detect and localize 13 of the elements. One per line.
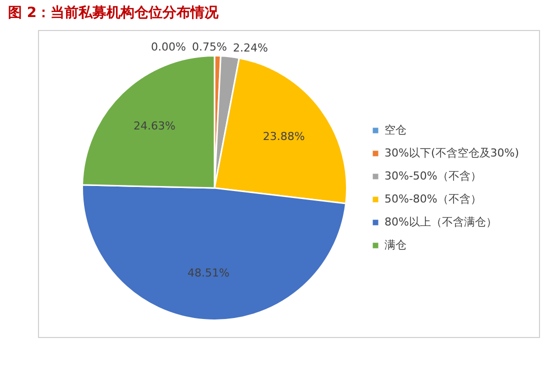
legend-label: 30%以下(不含空仓及30%)	[384, 146, 520, 160]
data-label: 24.63%	[133, 119, 176, 132]
legend-label: 30%-50%（不含）	[384, 169, 482, 182]
legend-label: 满仓	[384, 238, 407, 252]
legend-label: 80%以上（不含满仓）	[384, 215, 497, 228]
legend-label: 50%-80%（不含）	[384, 192, 482, 206]
data-label: 23.88%	[262, 130, 305, 144]
text: 0.00%	[151, 40, 186, 54]
legend-label: 空仓	[384, 123, 407, 136]
data-label: 48.51%	[187, 266, 230, 280]
data-label: 0.75%	[192, 40, 227, 54]
data-label: 2.24%	[232, 42, 268, 55]
chart-title: 图 2：当前私募机构仓位分布情况	[8, 4, 219, 22]
